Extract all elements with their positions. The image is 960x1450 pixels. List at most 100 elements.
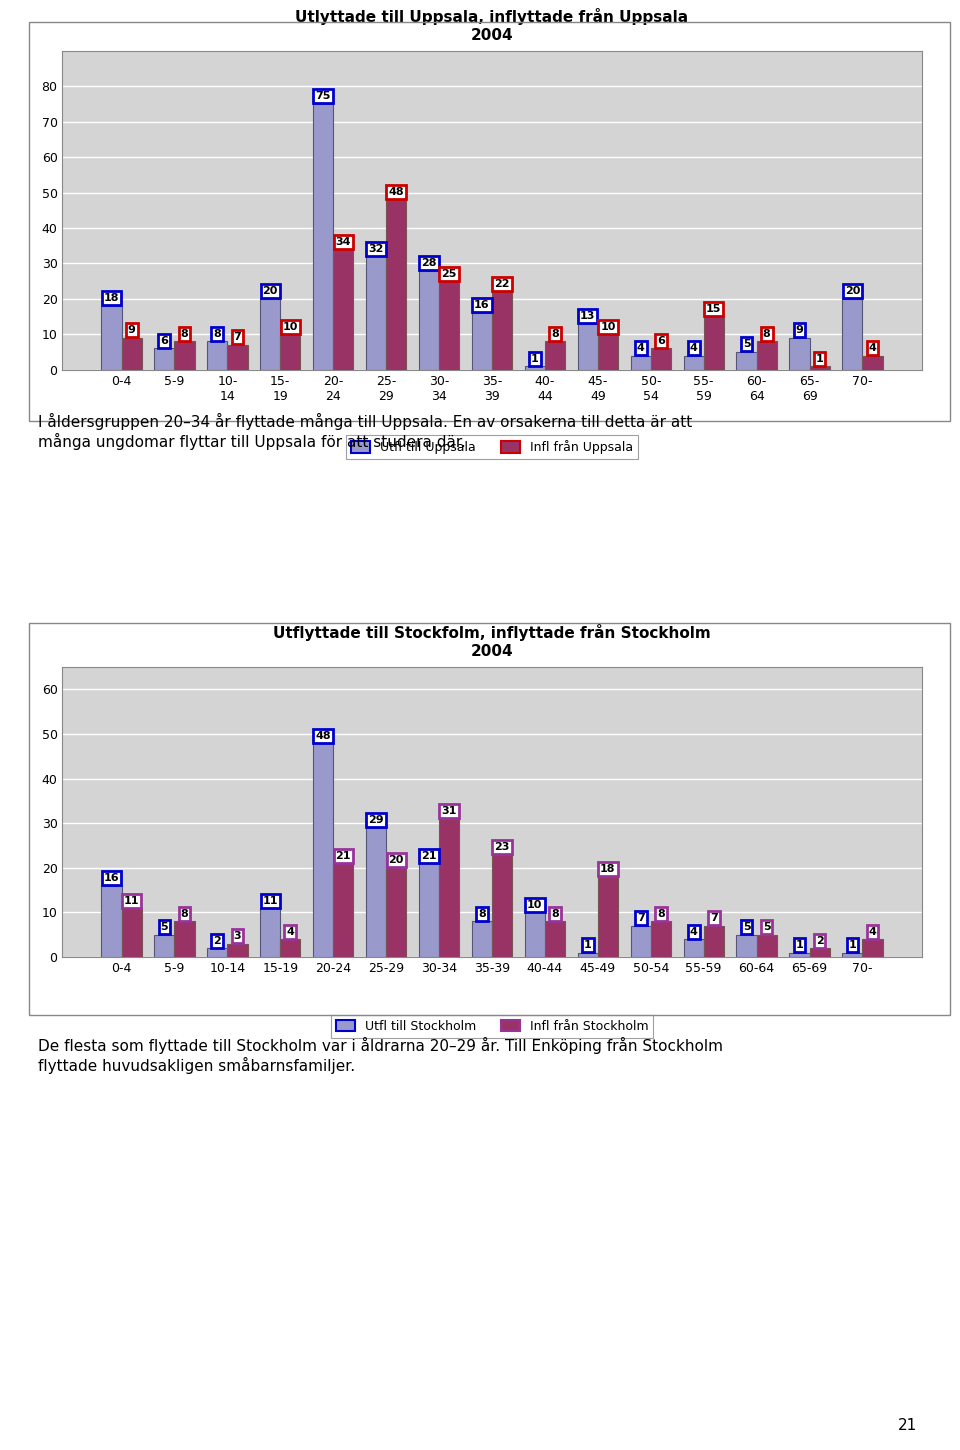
Bar [439, 819, 459, 957]
Bar [862, 940, 882, 957]
Bar [684, 355, 704, 370]
Bar [809, 948, 829, 957]
Legend: Utfl till Stockholm, Infl från Stockholm: Utfl till Stockholm, Infl från Stockholm [331, 1015, 653, 1038]
Bar [228, 944, 248, 957]
Text: 20: 20 [845, 286, 860, 296]
Text: 6: 6 [657, 336, 664, 347]
Text: 32: 32 [369, 244, 384, 254]
Bar [175, 341, 195, 370]
Bar [704, 316, 724, 370]
Bar [439, 281, 459, 370]
Text: 9: 9 [796, 325, 804, 335]
Text: 9: 9 [128, 325, 135, 335]
Text: 25: 25 [442, 268, 457, 278]
Text: 7: 7 [636, 914, 644, 924]
Text: 1: 1 [531, 354, 539, 364]
Text: 2: 2 [816, 935, 824, 945]
Bar [545, 341, 565, 370]
Text: 1: 1 [816, 354, 824, 364]
Text: 15: 15 [706, 304, 721, 315]
Text: 21: 21 [421, 851, 437, 861]
Text: 29: 29 [369, 815, 384, 825]
Text: 8: 8 [478, 909, 486, 919]
Text: 5: 5 [160, 922, 168, 932]
Text: 16: 16 [104, 873, 119, 883]
Text: 6: 6 [160, 336, 168, 347]
Bar [789, 953, 809, 957]
Bar [472, 921, 492, 957]
Text: De flesta som flyttade till Stockholm var i åldrarna 20–29 år. Till Enköping frå: De flesta som flyttade till Stockholm va… [38, 1037, 724, 1073]
Text: 4: 4 [869, 344, 876, 352]
Bar [419, 271, 439, 370]
Bar [598, 335, 618, 370]
Bar [155, 935, 175, 957]
Bar [492, 291, 512, 370]
Bar [756, 341, 777, 370]
Bar [492, 854, 512, 957]
Bar [842, 299, 862, 370]
Text: 1: 1 [584, 940, 591, 950]
Bar [313, 742, 333, 957]
Bar [366, 257, 386, 370]
Text: 21: 21 [336, 851, 351, 861]
Bar [472, 313, 492, 370]
Text: 48: 48 [389, 187, 404, 197]
Text: 1: 1 [796, 940, 804, 950]
Text: 8: 8 [551, 329, 559, 339]
Text: 11: 11 [262, 896, 278, 906]
Text: 8: 8 [213, 329, 221, 339]
Text: 48: 48 [316, 731, 331, 741]
Bar [419, 863, 439, 957]
Title: Utlyttade till Uppsala, inflyttade från Uppsala
2004: Utlyttade till Uppsala, inflyttade från … [296, 9, 688, 42]
Text: 4: 4 [636, 344, 645, 352]
Text: 8: 8 [180, 909, 188, 919]
Bar [102, 306, 122, 370]
Text: 22: 22 [494, 280, 510, 289]
Bar [651, 348, 671, 370]
Text: 75: 75 [316, 91, 331, 102]
Text: 10: 10 [527, 900, 542, 911]
Bar [333, 249, 353, 370]
Bar [280, 335, 300, 370]
Text: 8: 8 [551, 909, 559, 919]
Bar [862, 355, 882, 370]
Text: 18: 18 [104, 293, 119, 303]
Bar [207, 341, 228, 370]
Legend: Utfl till Uppsala, Infl från Uppsala: Utfl till Uppsala, Infl från Uppsala [347, 435, 637, 460]
Text: 13: 13 [580, 312, 595, 320]
Text: 5: 5 [763, 922, 771, 932]
Text: 5: 5 [743, 922, 751, 932]
Text: 10: 10 [282, 322, 298, 332]
Bar [789, 338, 809, 370]
Bar [313, 104, 333, 370]
Bar [704, 925, 724, 957]
Bar [102, 886, 122, 957]
Text: 18: 18 [600, 864, 615, 874]
Text: 1: 1 [849, 940, 856, 950]
Text: 3: 3 [233, 931, 241, 941]
Bar [578, 953, 598, 957]
Text: 23: 23 [494, 842, 510, 853]
Text: 21: 21 [898, 1418, 917, 1433]
Text: 16: 16 [474, 300, 490, 310]
Bar [684, 940, 704, 957]
Text: 2: 2 [213, 935, 221, 945]
Bar [175, 921, 195, 957]
Bar [736, 352, 756, 370]
Bar [578, 323, 598, 370]
Bar [228, 345, 248, 370]
Text: 8: 8 [657, 909, 664, 919]
Bar [386, 200, 406, 370]
Text: 4: 4 [286, 927, 295, 937]
Bar [260, 299, 280, 370]
Bar [598, 877, 618, 957]
Bar [631, 355, 651, 370]
Bar [525, 912, 545, 957]
Text: 4: 4 [689, 927, 698, 937]
Bar [842, 953, 862, 957]
Text: 10: 10 [600, 322, 615, 332]
Bar [545, 921, 565, 957]
Bar [809, 367, 829, 370]
Bar [280, 940, 300, 957]
Text: 31: 31 [442, 806, 457, 816]
